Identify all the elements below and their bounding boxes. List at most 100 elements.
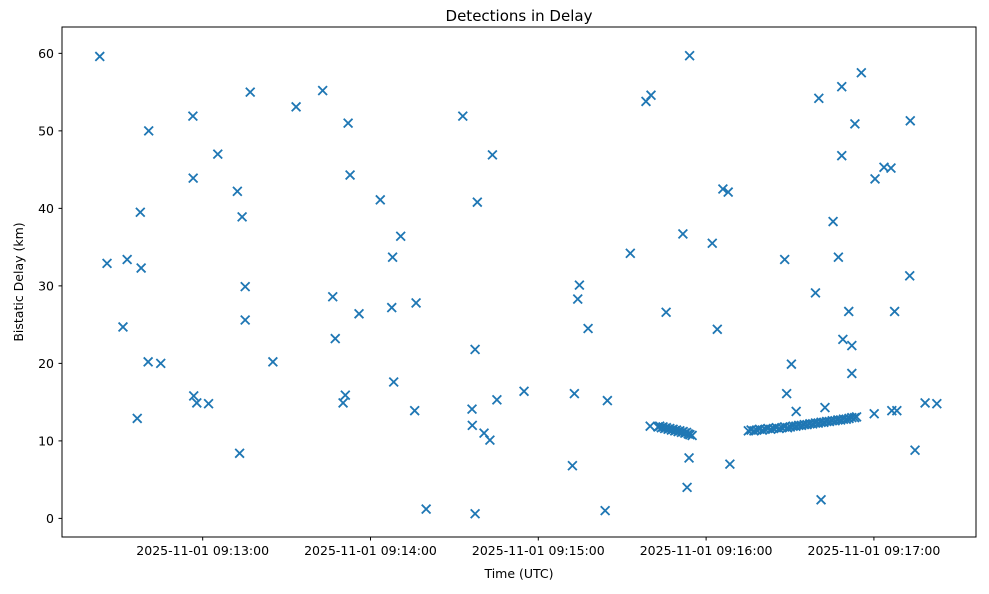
scatter-marker bbox=[353, 308, 365, 319]
scatter-marker bbox=[885, 163, 897, 174]
scatter-marker bbox=[816, 494, 827, 505]
scatter-marker bbox=[779, 254, 790, 265]
scatter-marker bbox=[467, 420, 478, 431]
scatter-marker bbox=[846, 340, 857, 351]
scatter-marker bbox=[155, 358, 166, 369]
scatter-marker bbox=[819, 402, 831, 413]
scatter-marker bbox=[101, 258, 113, 269]
scatter-points bbox=[94, 50, 942, 519]
y-axis-ticks: 0 10 20 30 40 50 60 bbox=[38, 46, 62, 526]
scatter-marker bbox=[846, 368, 857, 379]
scatter-marker bbox=[684, 452, 695, 463]
scatter-marker bbox=[757, 425, 768, 436]
scatter-marker bbox=[781, 388, 792, 399]
y-tick-label: 0 bbox=[46, 511, 54, 526]
scatter-marker bbox=[869, 408, 880, 419]
scatter-marker bbox=[421, 504, 432, 515]
scatter-marker bbox=[791, 406, 802, 417]
scatter-marker bbox=[889, 306, 900, 317]
scatter-marker bbox=[707, 238, 718, 249]
scatter-marker bbox=[810, 287, 821, 298]
scatter-marker bbox=[869, 173, 881, 184]
scatter-marker bbox=[135, 207, 146, 218]
scatter-marker bbox=[684, 429, 695, 440]
x-tick-label: 2025-11-01 09:16:00 bbox=[640, 543, 773, 558]
scatter-marker bbox=[491, 394, 502, 405]
y-tick-label: 10 bbox=[38, 433, 54, 448]
x-axis-label: Time (UTC) bbox=[483, 566, 553, 581]
scatter-marker bbox=[240, 314, 251, 326]
scatter-marker bbox=[232, 186, 243, 197]
y-tick-label: 40 bbox=[38, 201, 54, 216]
scatter-marker bbox=[851, 411, 862, 422]
scatter-marker bbox=[583, 323, 594, 334]
scatter-marker bbox=[600, 505, 611, 516]
scatter-marker bbox=[212, 149, 223, 160]
scatter-marker bbox=[841, 414, 852, 425]
scatter-marker bbox=[567, 460, 578, 471]
y-tick-label: 20 bbox=[38, 356, 54, 371]
scatter-marker bbox=[94, 51, 105, 62]
scatter-marker bbox=[828, 216, 839, 227]
scatter-marker bbox=[833, 252, 844, 263]
scatter-marker bbox=[203, 398, 214, 409]
scatter-marker bbox=[724, 459, 735, 470]
scatter-marker bbox=[748, 425, 759, 436]
x-axis-ticks: 2025-11-01 09:13:00 2025-11-01 09:14:00 20… bbox=[136, 537, 940, 558]
scatter-marker bbox=[188, 173, 199, 184]
scatter-marker bbox=[267, 356, 278, 367]
scatter-marker bbox=[904, 270, 915, 281]
scatter-marker bbox=[327, 291, 338, 302]
scatter-marker bbox=[187, 111, 198, 122]
scatter-marker bbox=[117, 321, 129, 332]
scatter-marker bbox=[717, 183, 728, 195]
x-tick-label: 2025-11-01 09:17:00 bbox=[808, 543, 941, 558]
scatter-marker bbox=[572, 294, 583, 305]
scatter-marker bbox=[931, 398, 942, 409]
scatter-marker bbox=[786, 359, 797, 370]
scatter-marker bbox=[472, 197, 483, 208]
y-tick-label: 30 bbox=[38, 278, 54, 293]
scatter-marker bbox=[343, 118, 354, 129]
x-tick-label: 2025-11-01 09:13:00 bbox=[136, 543, 269, 558]
scatter-marker bbox=[143, 356, 154, 367]
x-tick-label: 2025-11-01 09:14:00 bbox=[304, 543, 437, 558]
scatter-marker bbox=[687, 430, 698, 441]
y-tick-label: 60 bbox=[38, 46, 54, 61]
scatter-marker bbox=[395, 231, 406, 242]
scatter-marker bbox=[234, 448, 245, 459]
scatter-marker bbox=[782, 422, 793, 433]
scatter-marker bbox=[645, 90, 657, 101]
scatter-marker bbox=[317, 85, 328, 96]
scatter-marker bbox=[237, 211, 248, 222]
scatter-marker bbox=[856, 67, 867, 78]
scatter-marker bbox=[136, 263, 147, 274]
scatter-marker bbox=[569, 388, 580, 399]
scatter-marker bbox=[470, 344, 481, 355]
scatter-marker bbox=[849, 118, 860, 129]
scatter-marker bbox=[484, 435, 495, 446]
scatter-marker bbox=[837, 334, 848, 345]
scatter-marker bbox=[191, 397, 202, 408]
scatter-marker bbox=[723, 187, 734, 198]
scatter-marker bbox=[836, 150, 847, 161]
y-axis-label: Bistatic Delay (km) bbox=[11, 222, 26, 341]
scatter-marker bbox=[386, 302, 397, 313]
scatter-marker bbox=[470, 508, 481, 519]
plot-area bbox=[61, 26, 977, 538]
scatter-marker bbox=[338, 397, 349, 408]
scatter-marker bbox=[122, 254, 133, 265]
scatter-marker bbox=[240, 281, 251, 292]
scatter-marker bbox=[843, 306, 854, 317]
scatter-marker bbox=[340, 390, 351, 401]
scatter-marker bbox=[188, 390, 199, 401]
scatter-marker bbox=[388, 376, 399, 388]
scatter-marker bbox=[905, 115, 916, 126]
chart-title: Detections in Delay bbox=[446, 7, 593, 25]
scatter-marker bbox=[143, 125, 154, 136]
scatter-marker bbox=[765, 424, 776, 435]
scatter-marker bbox=[132, 413, 143, 424]
